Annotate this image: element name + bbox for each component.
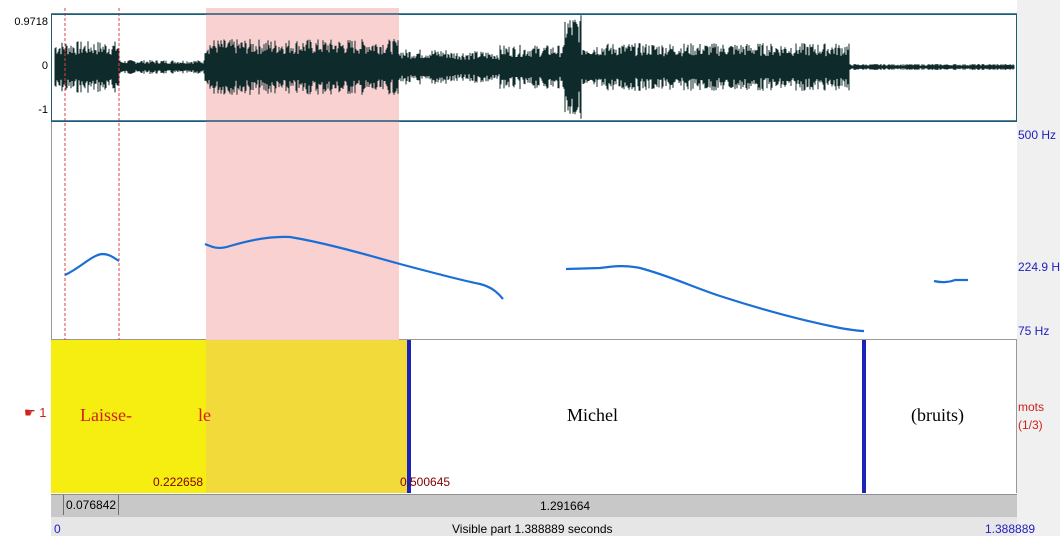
tier-boundary-1[interactable] xyxy=(407,340,411,493)
footer-end-time: 1.388889 xyxy=(985,522,1036,536)
pitch-panel[interactable] xyxy=(51,122,1017,340)
pitch-contour-3 xyxy=(565,265,865,333)
pitch-max-label: 500 Hz xyxy=(1018,128,1057,142)
right-gutter xyxy=(1017,0,1060,536)
waveform-max-label: 0.9718 xyxy=(14,16,48,28)
pitch-contour-4 xyxy=(933,278,968,284)
pitch-mid-label: 224.9 Hz xyxy=(1018,260,1060,274)
waveform-samples xyxy=(54,15,1015,119)
ruler-left-cell[interactable]: 0.076842 xyxy=(63,495,119,515)
waveform-min-label: -1 xyxy=(38,104,48,116)
signal-drawing xyxy=(51,8,1017,340)
pitch-min-label: 75 Hz xyxy=(1018,324,1050,338)
tier-boundary-2[interactable] xyxy=(862,340,866,493)
footer-bar[interactable] xyxy=(51,517,1017,536)
pitch-contour-1 xyxy=(64,252,120,276)
selection-start-time: 0.222658 xyxy=(153,475,204,489)
ruler-left-value: 0.076842 xyxy=(66,498,117,512)
boundary-time: 0.500645 xyxy=(400,475,451,489)
waveform-zero-label: 0 xyxy=(41,60,48,72)
tier-word-le[interactable]: le xyxy=(198,405,211,425)
ruler-right-value[interactable]: 1.291664 xyxy=(540,499,591,513)
pitch-contour-2 xyxy=(204,235,504,300)
tier-word-michel[interactable]: Michel xyxy=(567,405,618,425)
tier-count: (1/3) xyxy=(1018,418,1043,432)
tier-word-laisse[interactable]: Laisse- xyxy=(80,405,132,425)
tier-marker[interactable]: ☛ 1 xyxy=(24,405,47,420)
footer-start-time: 0 xyxy=(54,522,61,536)
visible-part-label: Visible part 1.388889 seconds xyxy=(452,522,613,536)
tier-word-bruits[interactable]: (bruits) xyxy=(911,405,964,425)
waveform-trace xyxy=(54,15,1015,119)
tier-name[interactable]: mots xyxy=(1018,400,1045,414)
time-ruler[interactable] xyxy=(51,494,1017,518)
interval-selection-overlap xyxy=(206,340,407,493)
